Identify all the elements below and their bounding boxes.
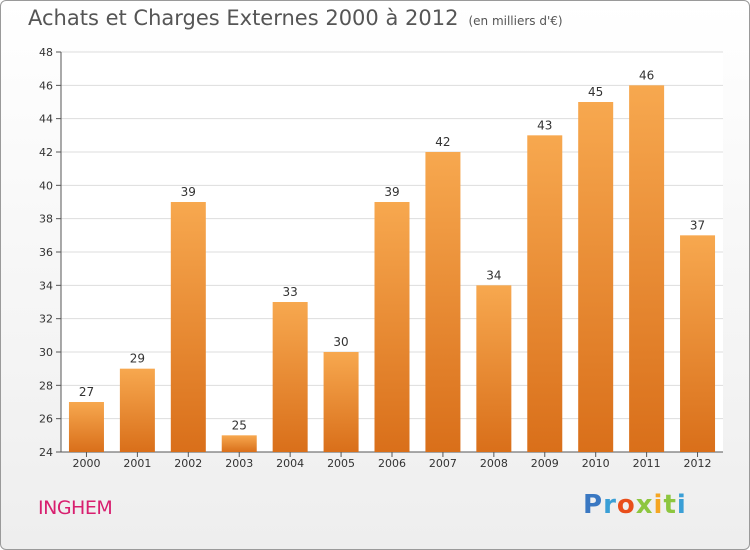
y-tick-label: 24 (39, 446, 53, 459)
bar (680, 235, 716, 452)
y-tick-label: 32 (39, 313, 53, 326)
y-tick-label: 38 (39, 213, 53, 226)
y-tick-label: 26 (39, 413, 53, 426)
x-tick-label: 2008 (480, 457, 508, 470)
data-label: 39 (384, 185, 399, 199)
y-tick-label: 28 (39, 379, 53, 392)
data-label: 29 (130, 352, 145, 366)
data-label: 30 (333, 335, 348, 349)
x-tick-label: 2004 (276, 457, 304, 470)
commune-name: INGHEM (38, 497, 113, 519)
x-tick-label: 2003 (225, 457, 253, 470)
bar (170, 202, 206, 452)
logo-letter: o (616, 490, 636, 520)
data-label: 34 (486, 268, 501, 282)
x-tick-label: 2006 (378, 457, 406, 470)
logo-letter: r (603, 490, 617, 520)
y-tick-label: 44 (39, 113, 53, 126)
bar (425, 152, 461, 452)
bar (221, 435, 257, 452)
bar (374, 202, 410, 452)
data-label: 39 (181, 185, 196, 199)
unit-label: (en milliers d'€) (468, 14, 563, 28)
logo-letter: x (635, 490, 654, 520)
y-tick-label: 36 (39, 246, 53, 259)
chart-title: Achats et Charges Externes 2000 à 2012 (e… (28, 6, 563, 30)
data-label: 37 (690, 218, 705, 232)
x-tick-label: 2011 (633, 457, 661, 470)
x-tick-label: 2000 (72, 457, 100, 470)
x-tick-label: 2007 (429, 457, 457, 470)
x-tick-label: 2002 (174, 457, 202, 470)
data-label: 46 (639, 68, 654, 82)
y-tick-label: 40 (39, 179, 53, 192)
logo-letter: P (583, 490, 604, 520)
y-tick-label: 34 (39, 279, 53, 292)
y-tick-label: 30 (39, 346, 53, 359)
logo-letter: i (676, 490, 687, 520)
bar (629, 85, 665, 452)
y-tick-label: 48 (39, 46, 53, 59)
logo-letter: t (663, 490, 677, 520)
bar (476, 285, 512, 452)
bar (323, 352, 359, 452)
data-label: 27 (79, 385, 94, 399)
data-label: 45 (588, 85, 603, 99)
bar (119, 368, 155, 452)
proxiti-logo: Proxiti (583, 490, 687, 520)
y-tick-label: 46 (39, 79, 53, 92)
data-label: 43 (537, 118, 552, 132)
chart-title-text: Achats et Charges Externes 2000 à 2012 (28, 6, 459, 30)
x-tick-label: 2005 (327, 457, 355, 470)
y-tick-label: 42 (39, 146, 53, 159)
bar (68, 402, 104, 452)
logo-letter: i (653, 490, 664, 520)
x-tick-label: 2009 (531, 457, 559, 470)
data-label: 42 (435, 135, 450, 149)
x-tick-label: 2010 (582, 457, 610, 470)
x-tick-label: 2012 (684, 457, 712, 470)
data-label: 25 (232, 418, 247, 432)
bar (578, 102, 614, 452)
data-label: 33 (283, 285, 298, 299)
bar (527, 135, 563, 453)
x-tick-label: 2001 (123, 457, 151, 470)
bar (272, 302, 308, 452)
